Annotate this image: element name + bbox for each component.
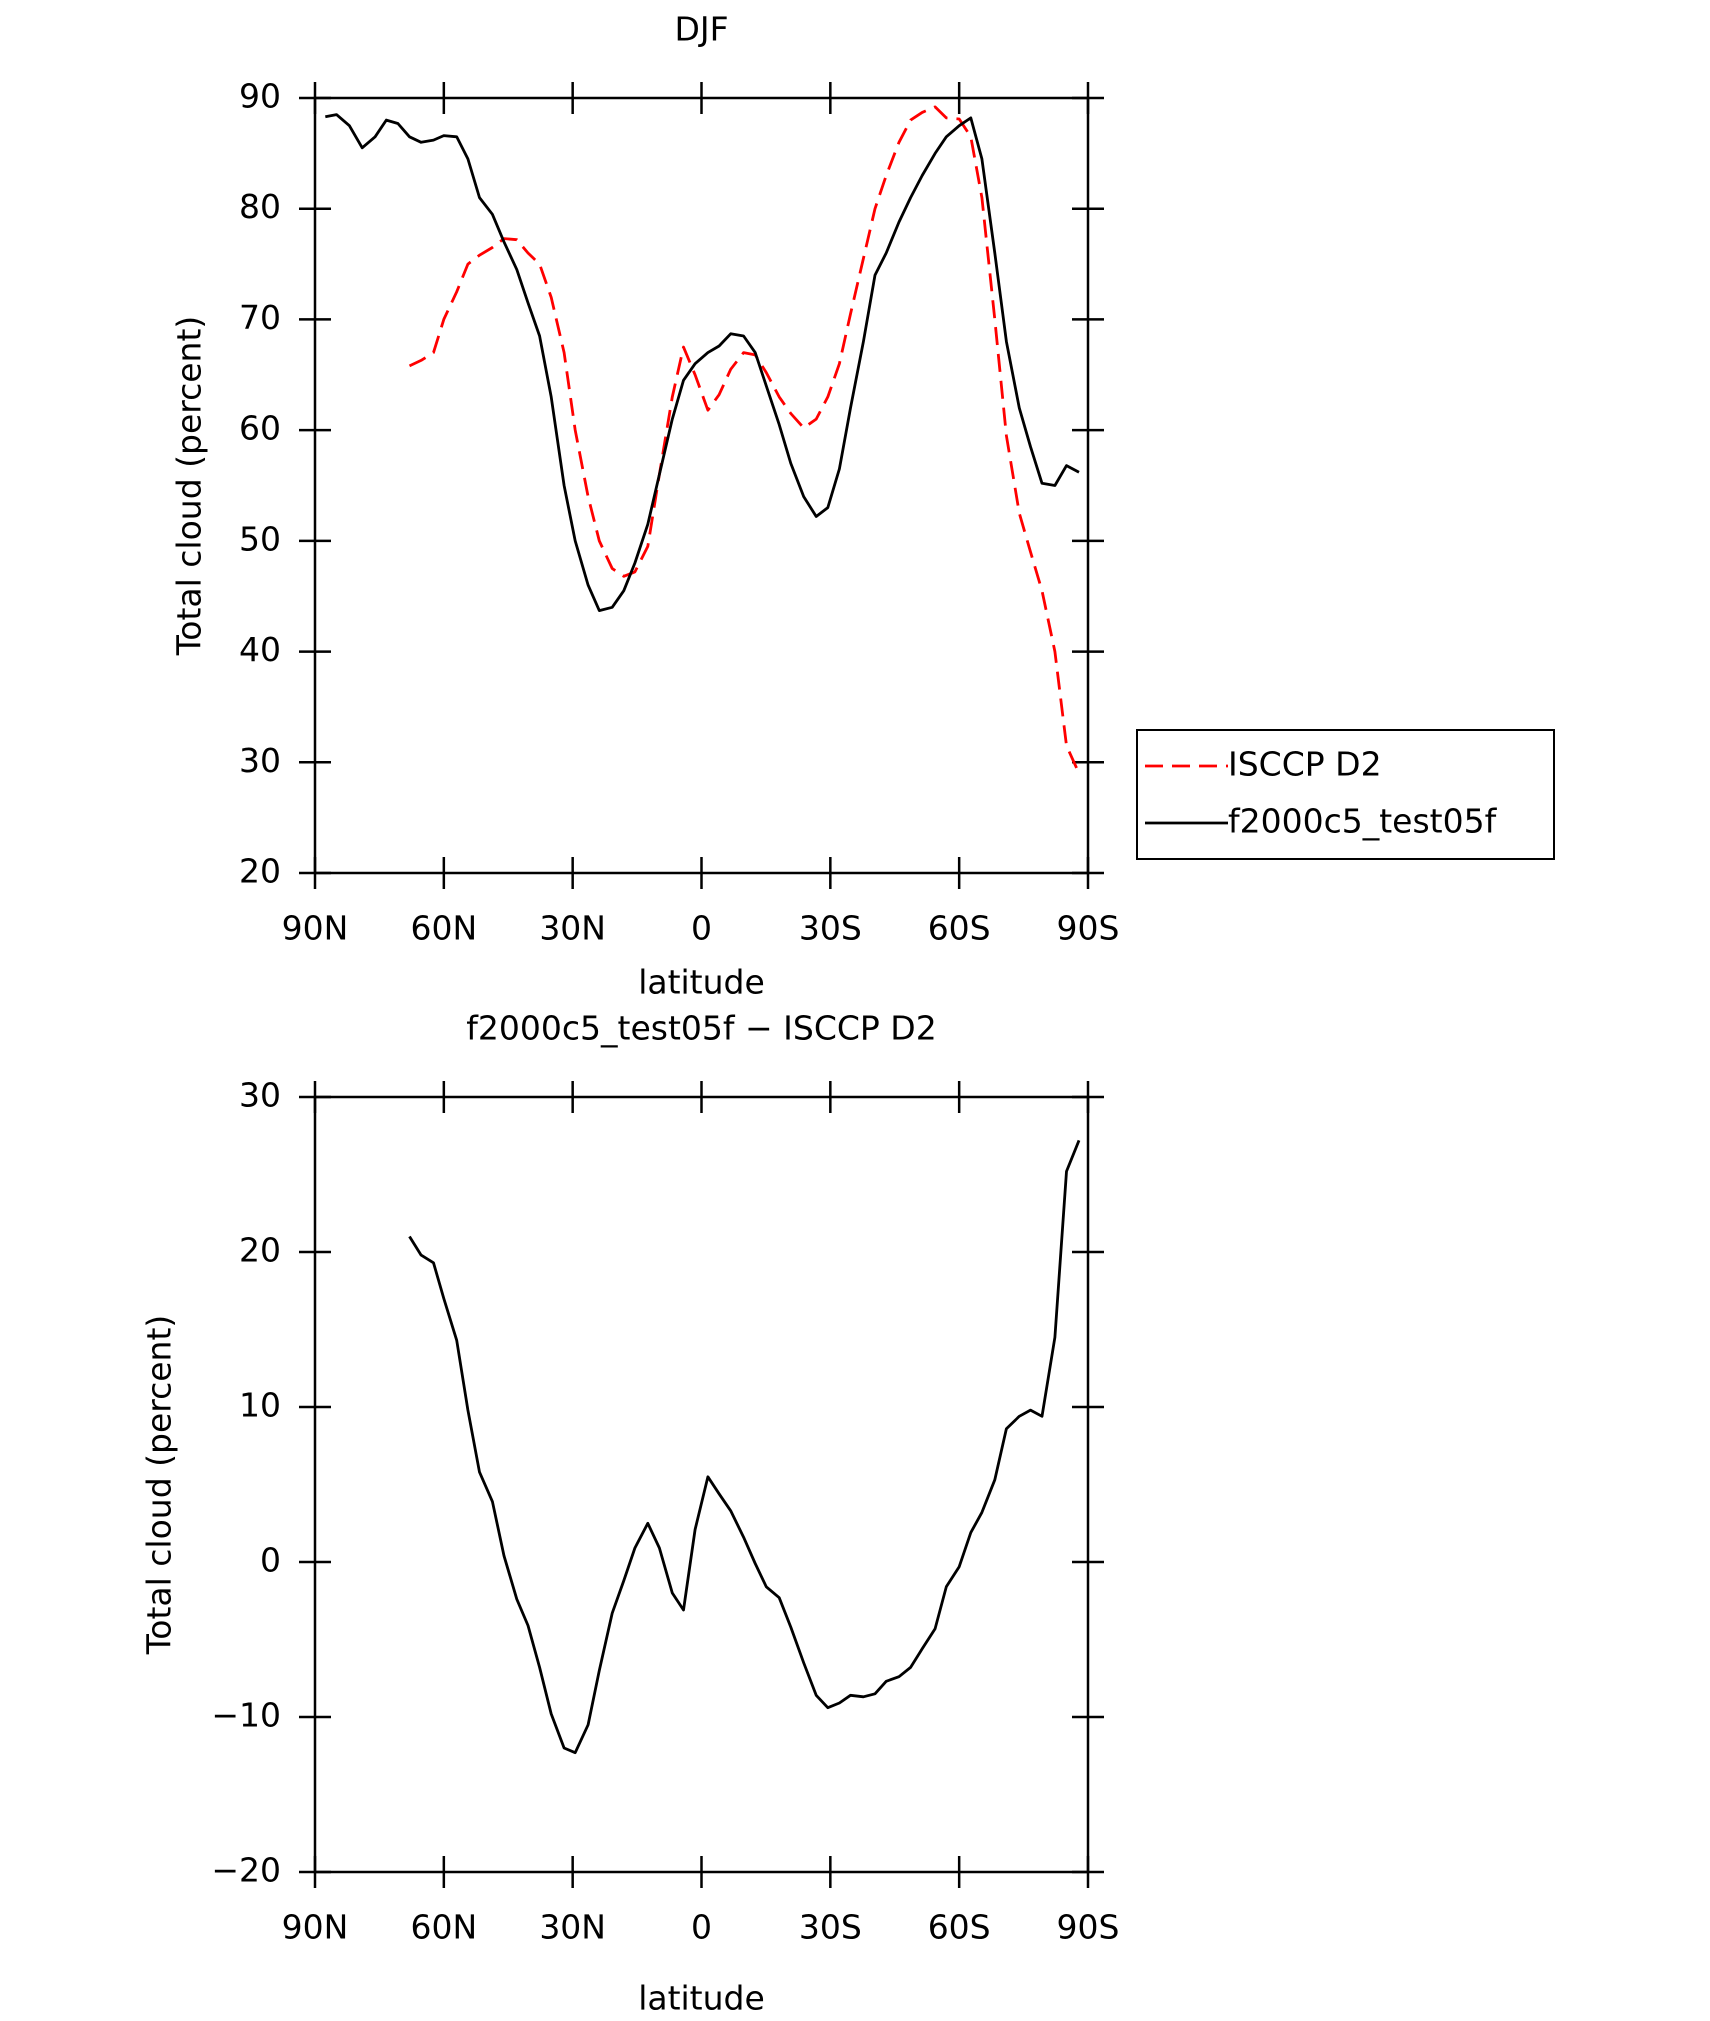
y-tick-label: 0 (260, 1541, 281, 1580)
x-tick-label: 90N (282, 1908, 349, 1947)
y-tick-label: −10 (211, 1696, 281, 1735)
y-tick-label: 80 (239, 187, 281, 226)
legend-box (1136, 729, 1555, 860)
y-tick-label: −20 (211, 1851, 281, 1890)
legend-label: ISCCP D2 (1228, 745, 1382, 784)
x-tick-label: 0 (691, 1908, 712, 1947)
y-tick-label: 30 (239, 1076, 281, 1115)
chart-title: f2000c5_test05f − ISCCP D2 (466, 1009, 936, 1048)
x-tick-label: 60N (410, 909, 477, 948)
x-axis-label: latitude (638, 963, 765, 1002)
y-tick-label: 40 (239, 630, 281, 669)
chart-title: DJF (674, 10, 728, 49)
x-tick-label: 30N (539, 1908, 606, 1947)
x-tick-label: 90S (1057, 1908, 1120, 1947)
y-tick-label: 90 (239, 77, 281, 116)
y-axis-label: Total cloud (percent) (140, 1315, 179, 1656)
y-tick-label: 70 (239, 298, 281, 337)
y-tick-label: 50 (239, 519, 281, 558)
plot-frame (313, 1095, 1090, 1874)
y-tick-label: 10 (239, 1386, 281, 1425)
x-tick-label: 30S (799, 909, 862, 948)
data-line (325, 113, 1080, 612)
y-tick-label: 20 (239, 852, 281, 891)
y-tick-label: 20 (239, 1231, 281, 1270)
y-tick-label: 30 (239, 741, 281, 780)
x-tick-label: 30S (799, 1908, 862, 1947)
x-tick-label: 0 (691, 909, 712, 948)
x-tick-label: 60N (410, 1908, 477, 1947)
y-tick-label: 60 (239, 409, 281, 448)
x-tick-label: 90N (282, 909, 349, 948)
data-line (408, 105, 1081, 774)
plot-frame (313, 96, 1090, 875)
x-tick-label: 60S (928, 909, 991, 948)
x-axis-label: latitude (638, 1979, 765, 2018)
legend-label: f2000c5_test05f (1228, 802, 1498, 841)
x-tick-label: 90S (1057, 909, 1120, 948)
y-axis-label: Total cloud (percent) (170, 316, 209, 657)
x-tick-label: 60S (928, 1908, 991, 1947)
data-line (408, 1139, 1081, 1755)
x-tick-label: 30N (539, 909, 606, 948)
